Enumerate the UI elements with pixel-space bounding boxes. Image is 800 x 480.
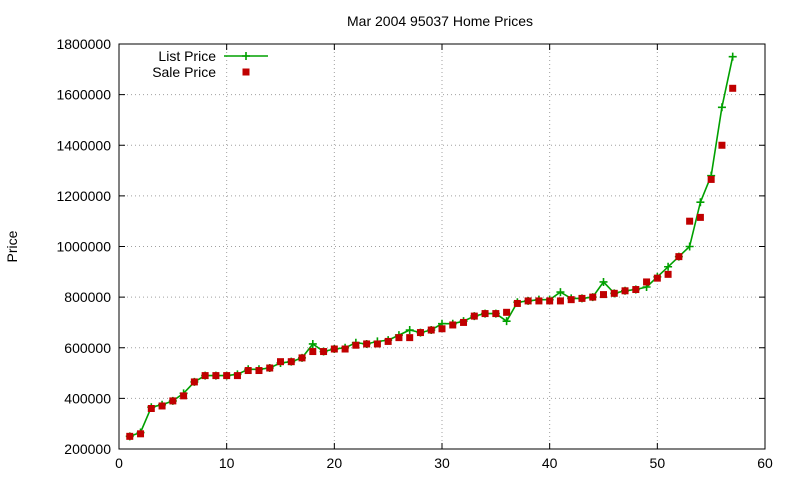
- sale-price-point: [643, 278, 651, 286]
- sale-price-point: [190, 378, 198, 386]
- sale-price-point: [223, 372, 231, 380]
- list-price-point: [728, 52, 737, 61]
- sale-price-point: [535, 297, 543, 305]
- sale-price-point: [352, 341, 360, 349]
- sale-price-point: [158, 402, 166, 410]
- list-price-point: [664, 262, 673, 271]
- x-tick-label: 20: [327, 455, 343, 471]
- y-axis-label: Price: [4, 230, 20, 262]
- y-tick-label: 1200000: [56, 188, 111, 204]
- sale-price-point: [481, 310, 489, 318]
- sale-price-point: [621, 287, 629, 295]
- sale-price-point: [406, 334, 414, 342]
- sale-price-point: [137, 430, 145, 438]
- sale-price-point: [513, 299, 521, 307]
- sale-price-point: [255, 367, 263, 375]
- sale-price-point: [460, 318, 468, 326]
- sale-price-point: [492, 310, 500, 318]
- sale-price-point: [707, 175, 715, 183]
- legend-label-sale-price: Sale Price: [152, 64, 216, 80]
- list-price-point: [308, 339, 317, 348]
- axis-ticks: 0 10 20 30 40 50 60 200000 400000 600000 800000 100…: [56, 36, 773, 471]
- x-tick-label: 60: [757, 455, 773, 471]
- sale-price-point: [298, 354, 306, 362]
- sale-price-point: [556, 297, 564, 305]
- sale-price-point: [147, 405, 155, 412]
- sale-price-point: [266, 364, 274, 372]
- sale-price-point: [729, 84, 737, 92]
- sale-price-point: [696, 213, 704, 221]
- list-price-point: [685, 242, 694, 251]
- sale-price-point: [718, 141, 726, 149]
- sale-price-point: [653, 274, 661, 282]
- sale-price-point: [233, 372, 241, 380]
- sale-price-point: [212, 372, 220, 380]
- chart-title: Mar 2004 95037 Home Prices: [347, 13, 533, 29]
- x-tick-label: 40: [542, 455, 558, 471]
- y-tick-label: 400000: [64, 390, 111, 406]
- sale-price-point: [384, 337, 392, 345]
- plot-frame: [118, 43, 766, 450]
- legend-sample-list-price-marker: [242, 52, 250, 60]
- sale-price-point: [244, 367, 252, 375]
- sale-price-point: [524, 297, 532, 305]
- sale-price-point: [277, 358, 284, 366]
- sale-price-point: [675, 253, 683, 261]
- y-tick-label: 600000: [64, 340, 111, 356]
- sale-price-point: [309, 348, 317, 356]
- y-tick-label: 200000: [64, 441, 111, 457]
- y-tick-label: 1600000: [56, 87, 111, 103]
- sale-price-point: [686, 217, 694, 225]
- grid: [119, 44, 765, 449]
- sale-price-point: [503, 308, 511, 316]
- sale-price-point: [427, 326, 435, 334]
- y-tick-label: 1800000: [56, 36, 111, 52]
- sale-price-point: [567, 296, 575, 304]
- x-tick-label: 10: [219, 455, 235, 471]
- sale-price-point: [126, 432, 134, 440]
- x-tick-label: 30: [434, 455, 450, 471]
- sale-price-point: [201, 372, 209, 380]
- x-tick-label: 0: [115, 455, 123, 471]
- sale-price-point: [546, 297, 554, 305]
- x-tick-label: 50: [650, 455, 666, 471]
- list-price-point: [556, 288, 565, 297]
- sale-price-point: [169, 397, 177, 405]
- series-layer: [125, 52, 737, 441]
- list-price-point: [717, 103, 726, 112]
- y-tick-label: 1000000: [56, 239, 111, 255]
- sale-price-point: [320, 348, 328, 356]
- legend-label-list-price: List Price: [158, 48, 216, 64]
- sale-price-point: [330, 345, 338, 353]
- legend-sample-sale-price-marker: [242, 68, 250, 76]
- sale-price-point: [416, 329, 424, 337]
- sale-price-point: [449, 321, 457, 329]
- legend: List Price Sale Price: [152, 48, 268, 80]
- sale-price-point: [600, 291, 607, 299]
- y-tick-label: 800000: [64, 289, 111, 305]
- sale-price-point: [610, 289, 618, 297]
- sale-price-point: [373, 340, 381, 348]
- y-tick-label: 1400000: [56, 137, 111, 153]
- sale-price-point: [578, 294, 586, 302]
- sale-price-point: [363, 340, 371, 348]
- sale-price-point: [438, 325, 446, 333]
- sale-price-point: [395, 334, 403, 342]
- list-price-point: [405, 326, 414, 335]
- sale-price-point: [632, 286, 640, 294]
- sale-price-point: [589, 293, 597, 301]
- sale-price-point: [180, 392, 188, 400]
- sale-price-point: [664, 270, 672, 278]
- list-price-point: [502, 317, 511, 326]
- sale-price-point: [287, 358, 295, 366]
- sale-price-point: [341, 345, 349, 353]
- list-price-point: [696, 198, 705, 207]
- sale-price-point: [470, 312, 478, 320]
- list-price-point: [599, 277, 608, 286]
